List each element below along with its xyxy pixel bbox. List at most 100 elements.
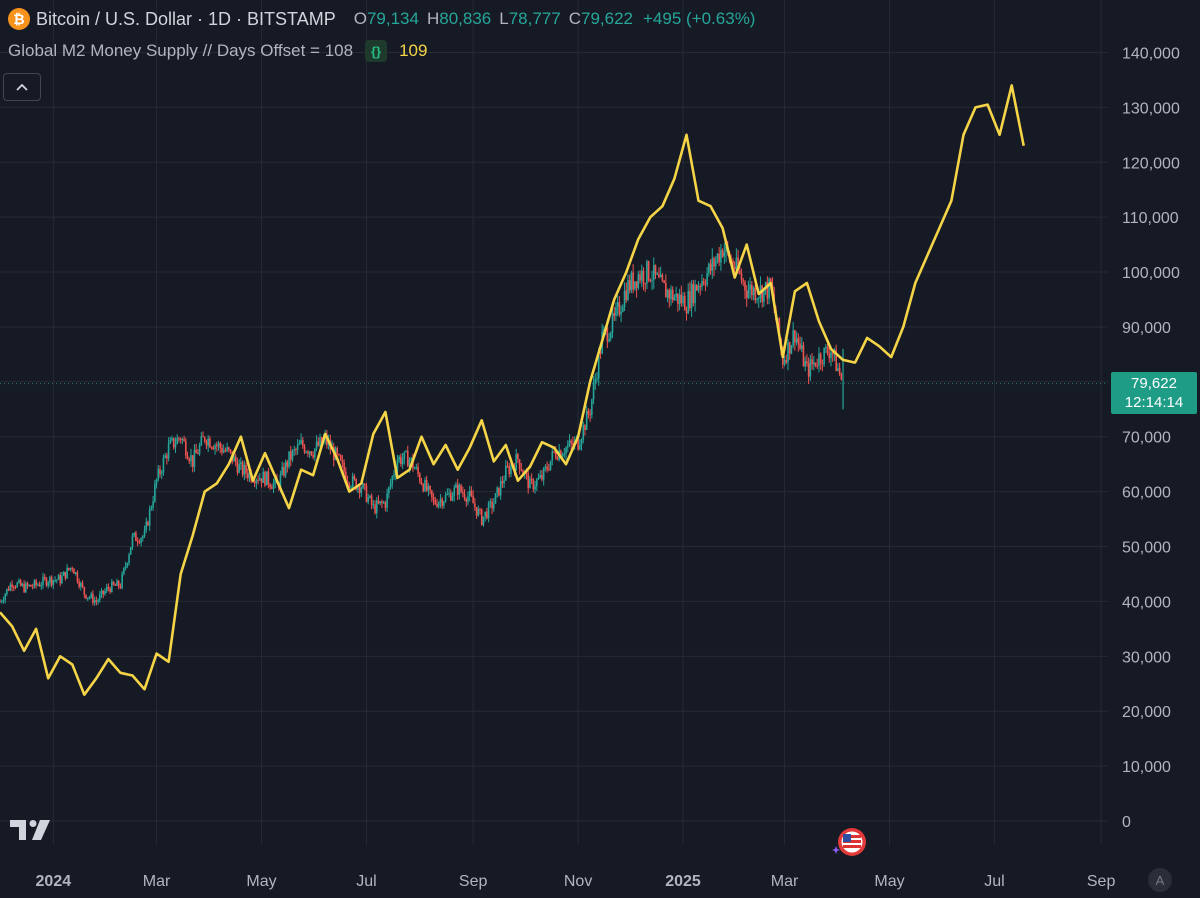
- candle-body: [375, 500, 378, 513]
- candle-body: [339, 455, 342, 461]
- symbol-title[interactable]: Bitcoin / U.S. Dollar · 1D · BITSTAMP: [36, 8, 336, 29]
- candle-body: [811, 359, 813, 365]
- candle-body: [479, 509, 481, 511]
- candle-body: [491, 501, 493, 509]
- candle-body: [577, 438, 579, 450]
- candle-body: [634, 281, 636, 290]
- candle-body: [800, 345, 803, 349]
- candle-body: [448, 492, 450, 494]
- candle-body: [23, 584, 25, 593]
- candle-body: [178, 437, 180, 439]
- script-braces-icon[interactable]: {}: [365, 40, 388, 62]
- y-tick-label: 140,000: [1122, 45, 1180, 62]
- candle-body: [267, 471, 270, 485]
- candle-body: [159, 468, 161, 474]
- candle-body: [76, 572, 79, 582]
- candle-body: [142, 536, 144, 539]
- candle-body: [572, 442, 574, 446]
- x-tick-label: Nov: [564, 873, 592, 890]
- candle-body: [589, 414, 591, 416]
- candle-body: [737, 257, 739, 271]
- candle-body: [613, 312, 616, 316]
- candle-body: [420, 481, 423, 485]
- candle-body: [269, 484, 271, 488]
- candle-body: [527, 473, 529, 489]
- candle-body: [685, 310, 688, 314]
- us-flag-event-icon[interactable]: [830, 826, 874, 858]
- candle-body: [436, 503, 438, 507]
- candle-body: [838, 368, 841, 374]
- candle-body: [401, 459, 404, 465]
- candle-body: [248, 472, 251, 478]
- candle-body: [652, 264, 655, 280]
- collapse-legend-button[interactable]: [3, 73, 41, 101]
- candle-body: [138, 541, 141, 543]
- candle-body: [432, 496, 435, 501]
- candle-body: [393, 474, 395, 477]
- candle-body: [59, 575, 62, 584]
- low-value: 78,777: [508, 9, 561, 28]
- candle-body: [135, 532, 137, 542]
- bitcoin-logo-icon: ₿: [8, 8, 30, 30]
- candle-body: [463, 493, 466, 499]
- candle-body: [209, 438, 211, 448]
- candle-body: [505, 465, 507, 481]
- candle-body: [233, 456, 235, 462]
- candle-body: [0, 601, 1, 603]
- candle-body: [472, 495, 474, 504]
- candle-body: [128, 554, 130, 564]
- candle-body: [185, 441, 187, 456]
- candle-body: [809, 359, 812, 377]
- candle-body: [19, 580, 22, 586]
- time-axis[interactable]: 2024 Mar May Jul Sep Nov 2025 Mar May Jul Sep: [36, 873, 1116, 890]
- candle-body: [315, 441, 318, 449]
- y-tick-label: 40,000: [1122, 594, 1171, 611]
- candle-body: [288, 451, 290, 467]
- candle-body: [74, 572, 77, 574]
- candle-body: [221, 447, 223, 453]
- candle-body: [234, 456, 237, 463]
- y-tick-label: 130,000: [1122, 100, 1180, 117]
- candle-body: [677, 293, 679, 304]
- candle-body: [343, 462, 345, 472]
- price-axis[interactable]: 0 10,000 20,000 30,000 40,000 50,000 60,000 70,…: [1122, 45, 1180, 831]
- candle-body: [678, 294, 681, 304]
- candle-body: [522, 470, 524, 474]
- candle-body: [658, 273, 660, 278]
- candle-body: [241, 462, 244, 475]
- candle-body: [764, 282, 767, 289]
- tradingview-logo-icon[interactable]: [10, 818, 52, 842]
- auto-scale-button[interactable]: A: [1148, 868, 1172, 892]
- candle-body: [665, 283, 667, 298]
- candle-body: [214, 445, 216, 450]
- candle-body: [73, 568, 75, 574]
- candle-body: [455, 484, 457, 488]
- candle-body: [756, 298, 758, 301]
- candle-body: [690, 283, 693, 309]
- candle-body: [88, 597, 91, 599]
- candle-body: [696, 284, 698, 291]
- candle-body: [317, 441, 320, 446]
- low-label: L: [499, 9, 509, 28]
- candle-body: [632, 272, 634, 290]
- candle-body: [644, 283, 646, 285]
- candle-body: [398, 456, 400, 461]
- candle-body: [434, 500, 437, 504]
- candle-body: [212, 447, 215, 450]
- candle-body: [799, 343, 801, 349]
- candle-body: [303, 446, 306, 453]
- candle-body: [732, 260, 734, 267]
- indicator-name[interactable]: Global M2 Money Supply // Days Offset = …: [8, 41, 354, 60]
- indicator-value: 109: [399, 41, 428, 60]
- candle-body: [179, 438, 182, 441]
- candle-body: [474, 503, 476, 508]
- candle-body: [386, 493, 388, 508]
- y-tick-label: 30,000: [1122, 649, 1171, 666]
- candle-body: [42, 576, 44, 586]
- candle-body: [496, 487, 499, 494]
- candle-body: [549, 460, 552, 470]
- candle-body: [350, 487, 352, 489]
- candle-body: [320, 437, 323, 443]
- candle-body: [721, 249, 724, 257]
